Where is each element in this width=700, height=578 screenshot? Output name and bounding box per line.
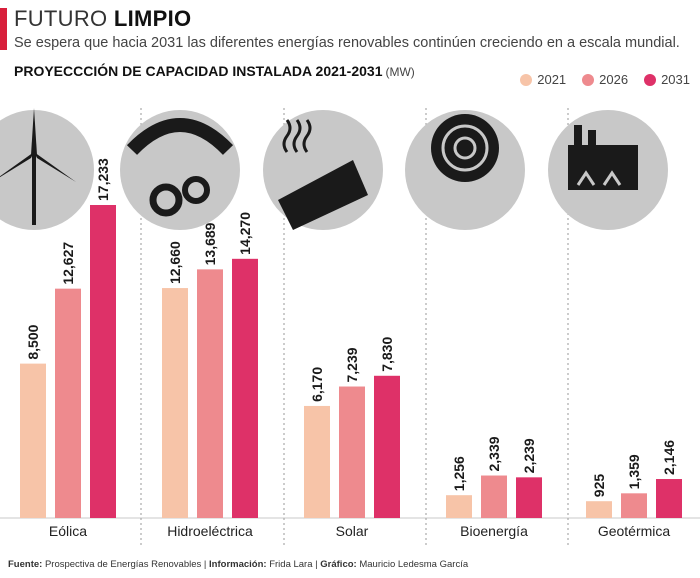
gear (182, 176, 210, 204)
bar-value-label: 17,233 (95, 158, 111, 201)
legend-item-2021: 2021 (520, 72, 566, 87)
bioenergy-shell-icon (405, 110, 525, 230)
bar-2026 (481, 475, 507, 518)
shell-ring (441, 124, 489, 172)
bar-value-label: 12,627 (60, 242, 76, 285)
info-text: Frida Lara (269, 559, 313, 570)
graphic-label: Gráfico: (320, 559, 357, 570)
bar-2021 (162, 288, 188, 518)
bar-2031 (516, 477, 542, 518)
legend-item-2026: 2026 (582, 72, 628, 87)
bar-2021 (586, 501, 612, 518)
info-label: Información: (209, 559, 267, 570)
bar-2031 (374, 375, 400, 518)
graphic-text: Mauricio Ledesma García (359, 559, 469, 570)
bar-value-label: 2,339 (486, 436, 502, 471)
title-accent-bar (0, 8, 7, 50)
bar-value-label: 6,170 (309, 367, 325, 402)
up-arrow (576, 170, 596, 186)
chimney (588, 130, 596, 148)
chart-title-text: PROYECCCIÓN DE CAPACIDAD INSTALADA 2021-… (14, 63, 383, 79)
bar-2026 (197, 269, 223, 518)
solar-heat-icon (263, 110, 383, 230)
bar-2026 (339, 386, 365, 518)
legend-swatch-2021 (520, 73, 533, 86)
bar-value-label: 2,239 (521, 438, 537, 473)
bar-2021 (304, 405, 330, 518)
source-text: Prospectiva de Energías Renovables (44, 559, 202, 570)
title-light: FUTURO (14, 6, 108, 31)
bar-2021 (446, 495, 472, 518)
legend-label-2026: 2026 (599, 72, 629, 87)
turbine-blade (0, 152, 34, 178)
bar-value-label: 7,239 (344, 347, 360, 382)
bar-value-label: 14,270 (237, 212, 253, 255)
bar-2026 (621, 493, 647, 518)
bar-value-label: 2,146 (661, 440, 677, 475)
heat-wave (302, 119, 312, 153)
bar-value-label: 7,830 (379, 337, 395, 372)
turbine-blade (34, 152, 76, 182)
page-title: FUTURO LIMPIO (14, 6, 191, 32)
bar-value-label: 13,689 (202, 222, 218, 265)
title-bold: LIMPIO (113, 6, 192, 31)
legend-label-2031: 2031 (661, 72, 690, 87)
solar-panel (278, 160, 368, 230)
bar-value-label: 1,359 (626, 454, 642, 489)
source-label: Fuente: (8, 559, 43, 570)
legend-swatch-2026 (582, 73, 595, 86)
bar-value-label: 1,256 (451, 456, 467, 491)
bar-value-label: 12,660 (167, 241, 183, 284)
bar-2026 (55, 288, 81, 518)
category-label: Hidroeléctrica (167, 523, 253, 539)
category-label: Geotérmica (598, 523, 671, 539)
heat-wave (282, 119, 292, 153)
turbine-tower (32, 155, 36, 225)
chart-legend: 2021 2026 2031 (520, 72, 690, 87)
category-label: Solar (336, 523, 369, 539)
category-label: Eólica (49, 523, 87, 539)
legend-label-2021: 2021 (537, 72, 567, 87)
legend-item-2031: 2031 (644, 72, 690, 87)
hydro-turbine-icon (120, 110, 240, 230)
bar-2031 (656, 479, 682, 518)
wind-turbine-icon (0, 108, 94, 230)
category-label: Bioenergía (460, 523, 528, 539)
page-subtitle: Se espera que hacia 2031 las diferentes … (14, 35, 680, 51)
gear (149, 183, 183, 217)
bar-2021 (20, 363, 46, 518)
dam-arc (126, 118, 234, 155)
shell-ring (453, 136, 477, 160)
heat-wave (292, 119, 302, 153)
chart-unit: (MW) (385, 65, 415, 79)
chimney (574, 125, 582, 147)
legend-swatch-2031 (644, 73, 657, 86)
up-arrow (602, 170, 622, 186)
chart-title: PROYECCCIÓN DE CAPACIDAD INSTALADA 2021-… (14, 63, 415, 79)
geothermal-plant-icon (548, 110, 668, 230)
shell (431, 114, 499, 182)
turbine-blade (31, 108, 37, 155)
icon-circle (0, 110, 94, 230)
bar-value-label: 8,500 (25, 324, 41, 359)
bar-2031 (90, 205, 116, 518)
bar-2031 (232, 258, 258, 518)
bar-value-label: 925 (591, 474, 607, 498)
source-footer: Fuente: Prospectiva de Energías Renovabl… (8, 559, 469, 570)
